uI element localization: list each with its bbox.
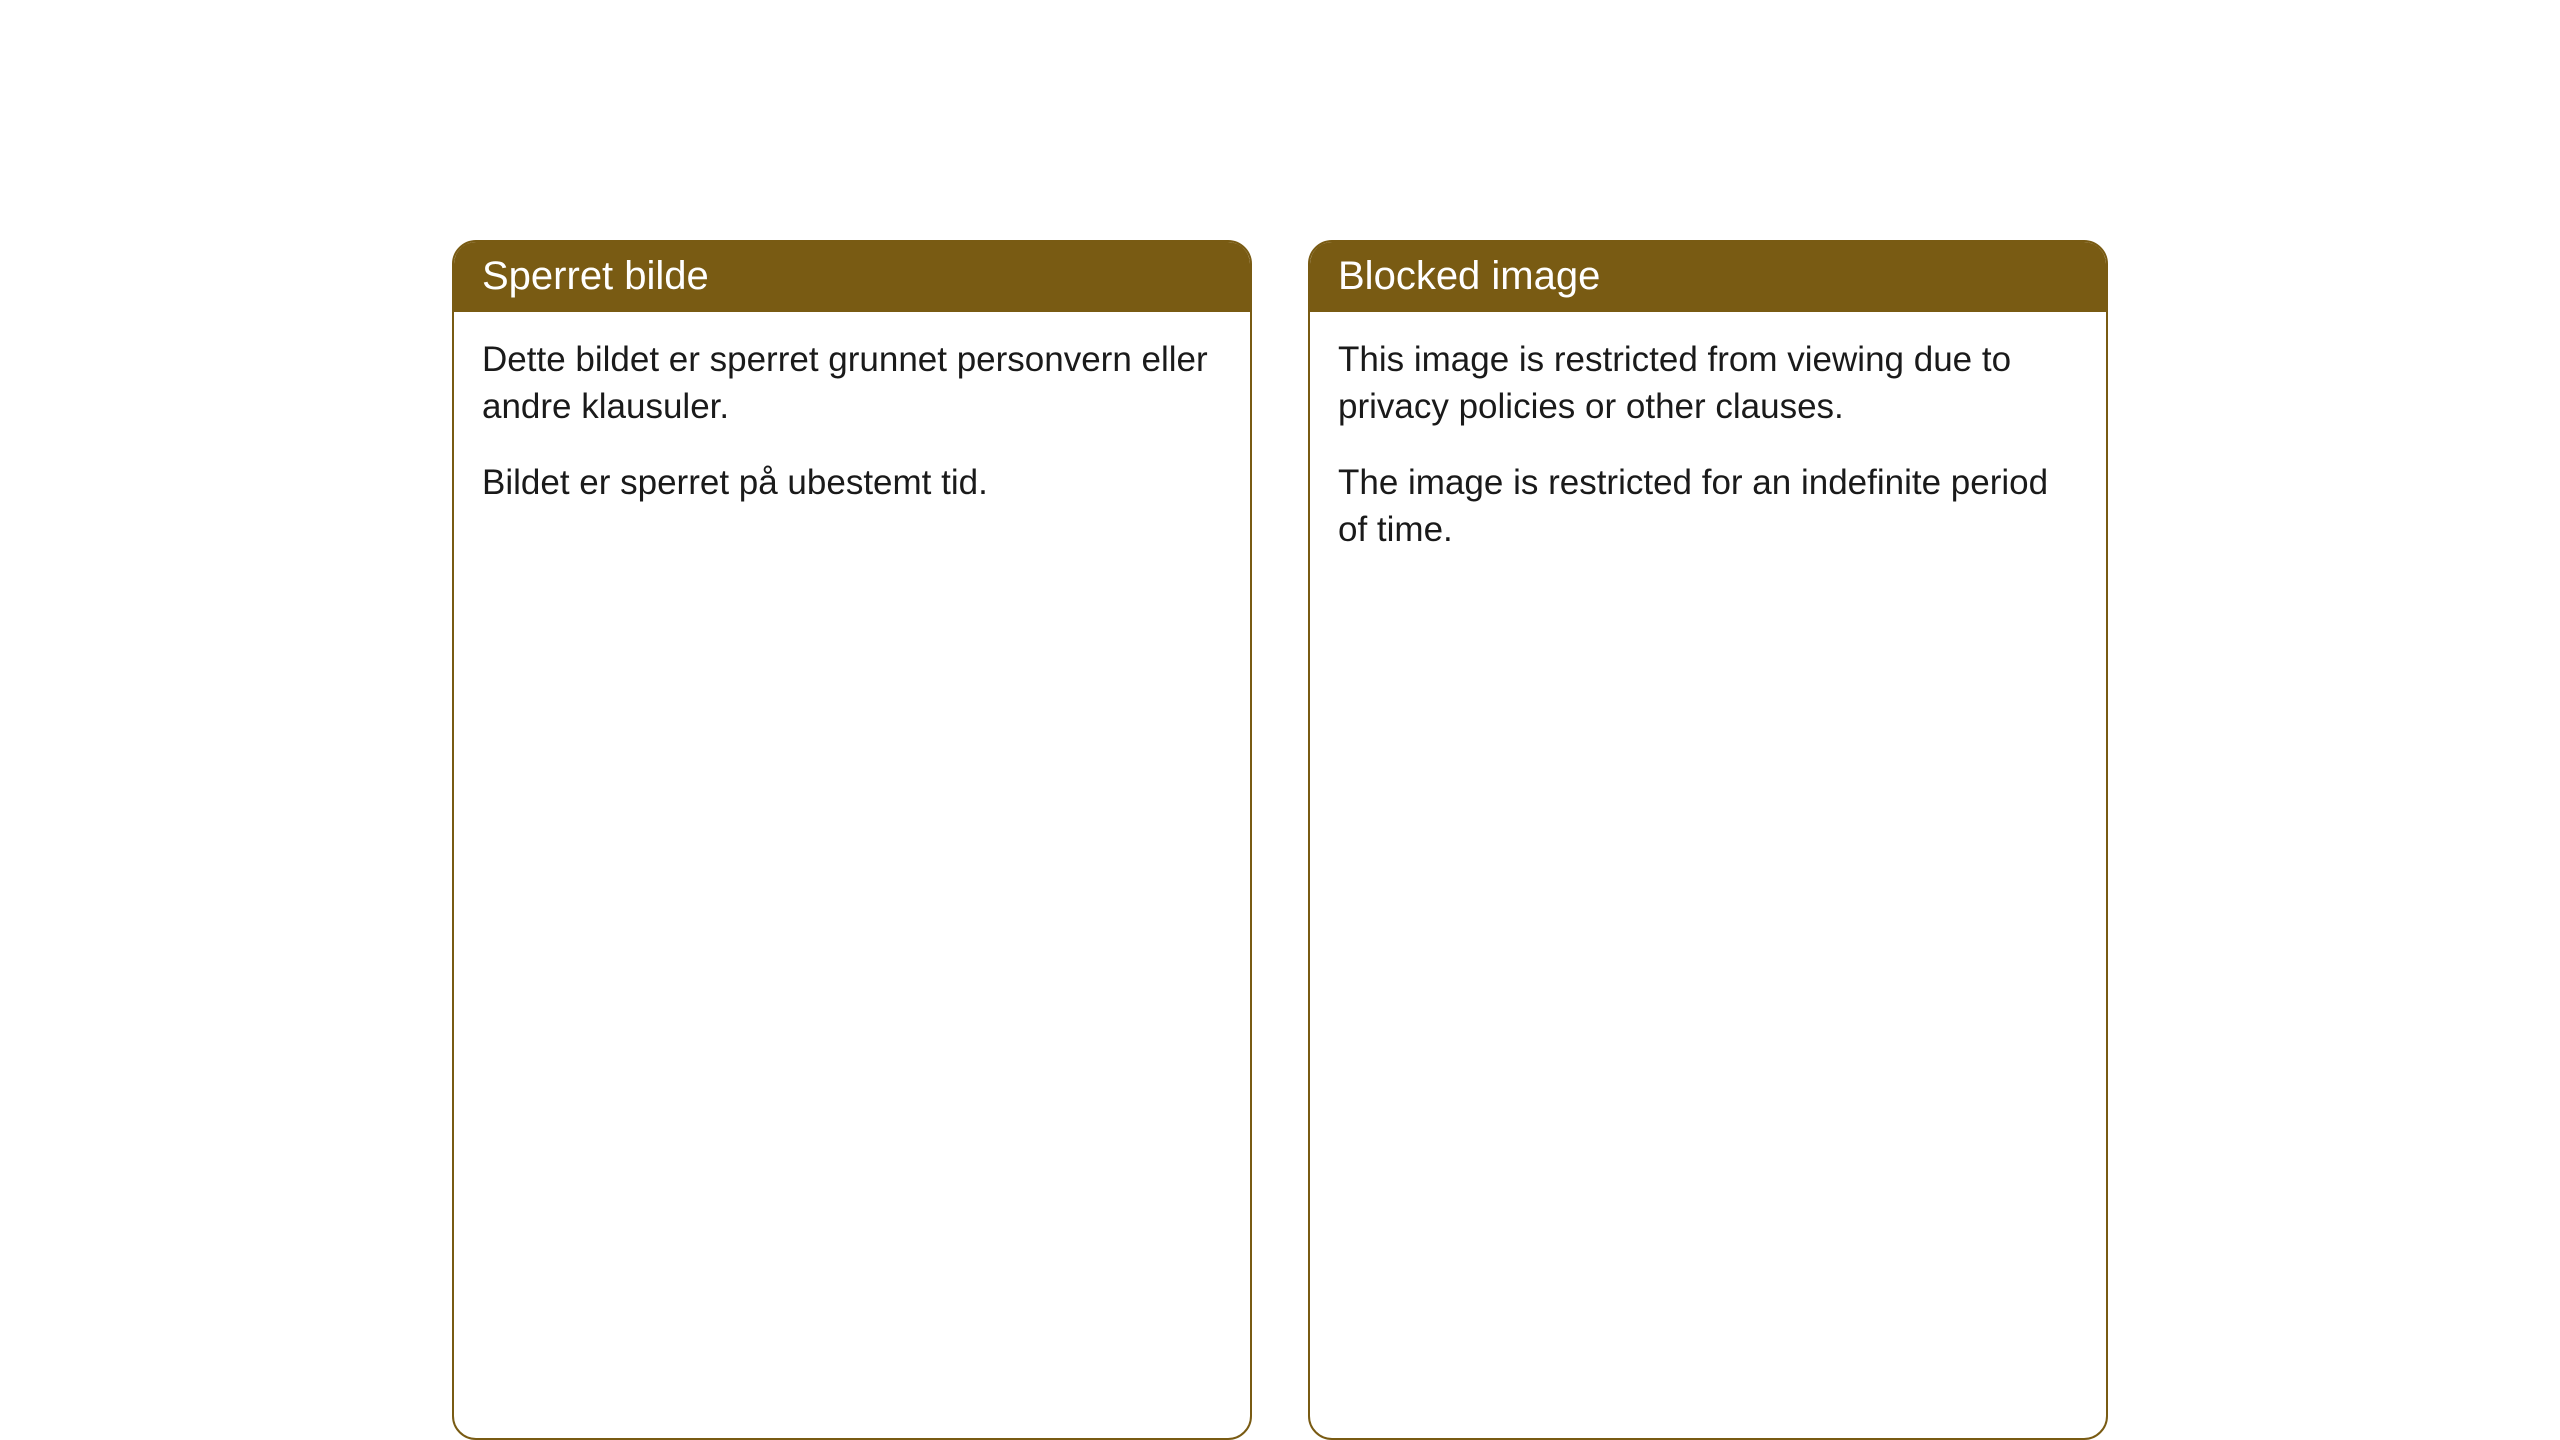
card-paragraph: Bildet er sperret på ubestemt tid. xyxy=(482,459,1222,506)
card-paragraph: This image is restricted from viewing du… xyxy=(1338,336,2078,431)
card-paragraph: Dette bildet er sperret grunnet personve… xyxy=(482,336,1222,431)
blocked-image-card-english: Blocked image This image is restricted f… xyxy=(1308,240,2108,1440)
card-body: This image is restricted from viewing du… xyxy=(1310,312,2106,585)
card-header: Sperret bilde xyxy=(454,242,1250,312)
card-header: Blocked image xyxy=(1310,242,2106,312)
card-title: Blocked image xyxy=(1338,254,1600,298)
blocked-image-card-norwegian: Sperret bilde Dette bildet er sperret gr… xyxy=(452,240,1252,1440)
card-body: Dette bildet er sperret grunnet personve… xyxy=(454,312,1250,538)
card-paragraph: The image is restricted for an indefinit… xyxy=(1338,459,2078,554)
notice-cards-container: Sperret bilde Dette bildet er sperret gr… xyxy=(452,240,2108,1440)
card-title: Sperret bilde xyxy=(482,254,709,298)
